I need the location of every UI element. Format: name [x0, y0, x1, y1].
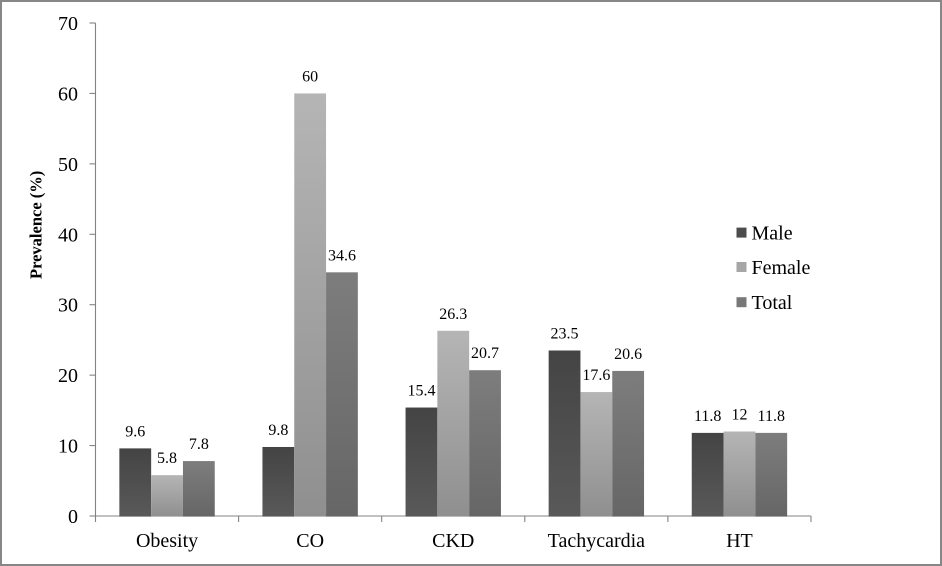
svg-text:12: 12: [731, 406, 747, 423]
svg-text:20.7: 20.7: [471, 345, 499, 362]
svg-text:20: 20: [58, 365, 78, 387]
svg-text:Prevalence (%): Prevalence (%): [27, 171, 46, 279]
svg-text:Total: Total: [752, 292, 793, 314]
svg-text:40: 40: [58, 224, 78, 246]
svg-text:Obesity: Obesity: [136, 530, 198, 552]
svg-text:9.8: 9.8: [268, 422, 288, 439]
svg-text:HT: HT: [726, 530, 753, 552]
svg-text:50: 50: [58, 154, 78, 176]
svg-text:60: 60: [302, 68, 318, 85]
svg-text:Male: Male: [752, 222, 793, 244]
svg-text:10: 10: [58, 436, 78, 458]
svg-text:7.8: 7.8: [189, 436, 209, 453]
svg-text:26.3: 26.3: [439, 306, 467, 323]
svg-text:CKD: CKD: [432, 530, 474, 552]
svg-text:34.6: 34.6: [328, 247, 356, 264]
svg-text:15.4: 15.4: [407, 383, 435, 400]
svg-text:60: 60: [58, 83, 78, 105]
svg-text:11.8: 11.8: [758, 408, 785, 425]
svg-text:23.5: 23.5: [551, 325, 579, 342]
svg-text:9.6: 9.6: [125, 423, 145, 440]
svg-text:11.8: 11.8: [694, 408, 721, 425]
svg-text:70: 70: [58, 13, 78, 35]
svg-text:0: 0: [68, 506, 78, 528]
svg-text:5.8: 5.8: [157, 450, 177, 467]
svg-text:CO: CO: [296, 530, 324, 552]
svg-text:30: 30: [58, 295, 78, 317]
svg-text:17.6: 17.6: [582, 367, 610, 384]
svg-text:20.6: 20.6: [614, 346, 642, 363]
svg-text:Tachycardia: Tachycardia: [548, 530, 646, 552]
svg-text:Female: Female: [752, 257, 811, 279]
